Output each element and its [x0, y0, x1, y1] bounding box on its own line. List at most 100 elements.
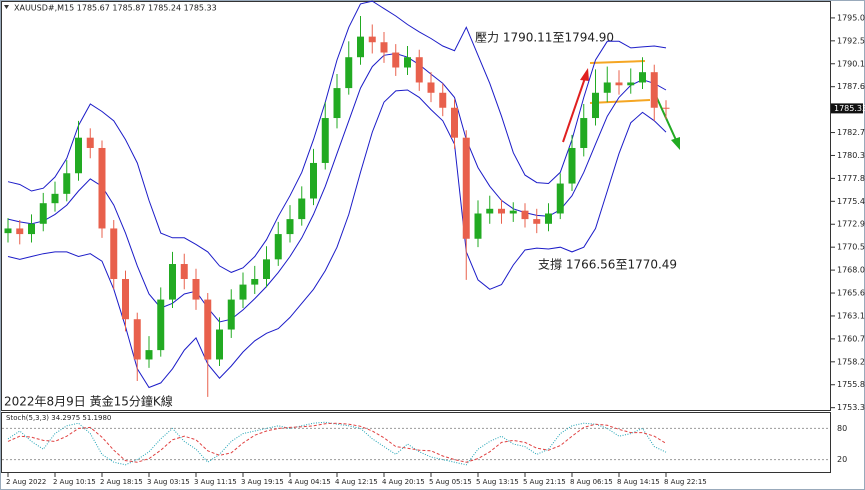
candle-body: [392, 52, 400, 68]
y-tick-label: 1760.70: [837, 334, 865, 343]
candle-body: [321, 118, 329, 163]
candle-body: [239, 284, 247, 300]
candle-body: [227, 299, 235, 330]
candle-body: [498, 208, 505, 214]
price-box: [831, 103, 863, 114]
down-arrow-head: [671, 137, 680, 150]
main-panel: [1, 1, 831, 411]
stoch-title: Stoch(5,3,3) 34.2975 51.1980: [6, 414, 111, 422]
y-tick-label: 1790.10: [837, 59, 865, 68]
x-tick-label: 8 Aug 14:15: [617, 478, 660, 486]
candle-body: [474, 213, 482, 239]
candle-body: [204, 299, 212, 360]
y-tick-label: 80: [837, 424, 847, 433]
candle-body: [639, 72, 646, 83]
candle-body: [180, 264, 188, 279]
candle-body: [451, 107, 458, 138]
up-arrow-head: [580, 68, 589, 81]
stoch-line: [7, 422, 667, 463]
candle-body: [650, 72, 658, 108]
stoch-panel: [1, 412, 831, 473]
candle-body: [415, 57, 423, 83]
candle-body: [51, 193, 59, 204]
candle-body: [133, 319, 141, 360]
y-tick-label: 1755.80: [837, 380, 865, 389]
candle-body: [63, 173, 71, 194]
x-tick-label: 3 Aug 19:15: [241, 478, 284, 486]
candle-body: [286, 219, 294, 235]
candle-body: [580, 118, 588, 148]
band-middle: [7, 52, 667, 323]
candle-body: [263, 259, 270, 279]
candle-body: [145, 350, 153, 360]
x-tick-label: 5 Aug 21:15: [523, 478, 566, 486]
candle-body: [380, 42, 388, 53]
candle-body: [298, 198, 306, 220]
last-price: 1785.33: [834, 104, 865, 113]
candle-body: [521, 210, 529, 220]
band-lower: [7, 89, 667, 389]
candle-body: [4, 228, 12, 234]
x-tick-label: 4 Aug 12:15: [335, 478, 378, 486]
resistance-note: 壓力 1790.11至1794.90: [475, 31, 614, 45]
candle-body: [39, 203, 47, 224]
candle-body: [439, 92, 447, 108]
candle-body: [603, 82, 611, 93]
candle-body: [404, 57, 411, 68]
candle-body: [556, 183, 564, 214]
x-tick-label: 5 Aug 05:15: [429, 478, 472, 486]
stoch-line: [7, 421, 667, 466]
y-tick-label: 1758.25: [837, 357, 865, 366]
candle-body: [357, 36, 364, 58]
caption: 2022年8月9日 黃金15分鐘K線: [4, 394, 173, 409]
y-tick-label: 1795.00: [837, 13, 865, 22]
candle-body: [122, 278, 129, 320]
up-arrow: [562, 77, 586, 143]
candle-body: [333, 88, 341, 119]
candle-body: [75, 137, 82, 174]
x-tick-label: 2 Aug 10:15: [53, 478, 96, 486]
x-tick-label: 3 Aug 03:15: [147, 478, 190, 486]
y-tick-label: 1792.55: [837, 36, 865, 45]
candle-body: [462, 137, 470, 239]
y-tick-label: 1780.30: [837, 151, 865, 160]
candle-body: [615, 82, 623, 86]
x-tick-label: 4 Aug 20:15: [382, 478, 425, 486]
y-tick-label: 1770.50: [837, 243, 865, 252]
channel-bottom: [589, 99, 651, 104]
x-tick-label: 8 Aug 22:15: [664, 478, 707, 486]
title-icon: [4, 5, 9, 9]
candle-body: [28, 223, 35, 235]
candle-body: [486, 208, 494, 214]
candle-body: [368, 36, 376, 43]
candle-body: [16, 228, 24, 235]
x-tick-label: 4 Aug 04:15: [288, 478, 331, 486]
y-tick-label: 1775.40: [837, 197, 865, 206]
candle-body: [86, 137, 94, 148]
band-upper: [7, 0, 667, 273]
candle-body: [169, 264, 176, 300]
y-tick-label: 1765.60: [837, 289, 865, 298]
candle-body: [310, 162, 317, 199]
y-tick-label: 1753.35: [837, 403, 865, 412]
support-note: 支撐 1766.56至1770.49: [538, 258, 677, 272]
candle-body: [662, 107, 670, 109]
y-tick-label: 1782.75: [837, 128, 865, 137]
y-tick-label: 20: [837, 455, 847, 464]
candle-body: [627, 82, 635, 86]
candle-body: [533, 219, 541, 224]
y-tick-label: 1787.65: [837, 82, 865, 91]
candle-body: [251, 278, 259, 285]
x-tick-label: 2 Aug 2022: [6, 478, 46, 486]
candle-body: [509, 210, 517, 214]
y-tick-label: 1763.15: [837, 311, 865, 320]
candle-body: [592, 92, 599, 119]
channel-top: [589, 60, 646, 64]
candle-body: [345, 57, 353, 89]
candle-body: [98, 147, 106, 229]
x-tick-label: 5 Aug 13:15: [476, 478, 519, 486]
candle-body: [216, 329, 223, 360]
x-tick-label: 2 Aug 18:15: [100, 478, 143, 486]
